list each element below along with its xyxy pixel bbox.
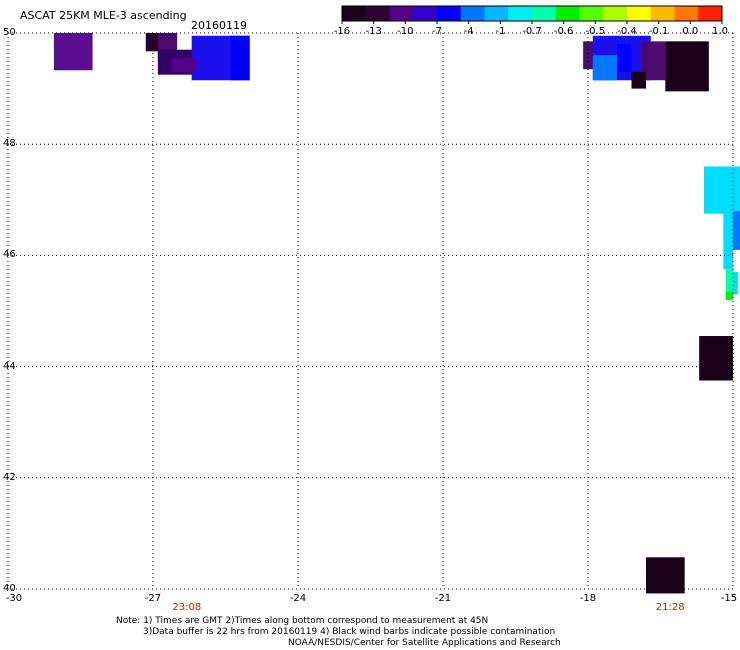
data-cell [699, 336, 733, 381]
colorbar-label: -0.5 [585, 26, 606, 37]
data-cell [733, 272, 738, 295]
colorbar-label: -4 [463, 26, 474, 37]
y-tick-label: 50 [3, 27, 16, 38]
x-tick-label: -15 [720, 593, 738, 604]
data-cell [704, 166, 740, 214]
map-title: ASCAT 25KM MLE-3 ascending [20, 9, 187, 22]
data-cell [172, 58, 197, 72]
colorbar-segment [627, 6, 652, 21]
data-cell [592, 55, 617, 81]
colorbar-label: 0.0 [682, 26, 699, 37]
note-line-2: 3)Data buffer is 22 hrs from 20160119 4)… [143, 627, 556, 637]
dotted-gridlines [7, 32, 734, 590]
colorbar-segment [460, 6, 485, 21]
x-tick-label: -18 [579, 593, 597, 604]
x-tick-label: -30 [5, 593, 23, 604]
data-cell [617, 44, 632, 72]
map-date: 20160119 [191, 19, 247, 32]
colorbar-segment [698, 6, 723, 21]
colorbar-segment [389, 6, 414, 21]
colorbar-label: -7 [432, 26, 442, 37]
colorbar-segment [532, 6, 557, 21]
y-tick-label: 42 [3, 471, 16, 483]
colorbar-label: -16 [333, 26, 351, 37]
data-cell [230, 35, 250, 81]
colorbar-label: 1.0 [712, 26, 728, 37]
data-cell [53, 33, 93, 71]
colorbar-segment [484, 6, 509, 21]
colorbar-segment [437, 6, 462, 21]
data-cell [145, 33, 161, 52]
colorbar-label: -0.6 [553, 26, 574, 37]
y-tick-label: 44 [3, 360, 16, 372]
x-tick-label: -27 [144, 593, 162, 604]
data-cell [725, 291, 733, 300]
x-tick-label: -24 [289, 593, 307, 604]
data-cell [723, 210, 733, 270]
colorbar-label: -0.1 [648, 26, 669, 37]
observation-cells [53, 33, 740, 594]
colorbar-segment [603, 6, 628, 21]
colorbar-label: -10 [397, 26, 414, 37]
colorbar-label: -1 [495, 26, 506, 37]
colorbar-segment [579, 6, 604, 21]
colorbar-segment [365, 6, 390, 21]
colorbar-label: -13 [365, 26, 382, 37]
colorbar-segment [674, 6, 699, 21]
data-cell [646, 557, 685, 594]
colorbar-segment [508, 6, 533, 21]
y-tick-label: 46 [3, 249, 16, 261]
x-tick-label: -21 [434, 593, 452, 604]
colorbar-label: -0.7 [522, 26, 542, 37]
note-line-3: NOAA/NESDIS/Center for Satellite Applica… [288, 638, 561, 648]
data-cell [631, 71, 646, 89]
colorbar-segment [413, 6, 438, 21]
note-line-1: Note: 1) Times are GMT 2)Times along bot… [116, 616, 489, 626]
colorbar [341, 5, 723, 24]
y-tick-label: 40 [3, 583, 16, 594]
data-cell [725, 269, 733, 292]
colorbar-segment [342, 6, 367, 21]
colorbar-segment [555, 6, 580, 21]
y-tick-label: 48 [3, 138, 16, 150]
pass-time-label-1: 23:08 [172, 602, 202, 613]
pass-time-label-2: 21:28 [655, 602, 685, 613]
data-cell [665, 41, 709, 92]
colorbar-label: -0.4 [617, 26, 637, 37]
colorbar-segment [650, 6, 675, 21]
data-cell [733, 210, 740, 250]
